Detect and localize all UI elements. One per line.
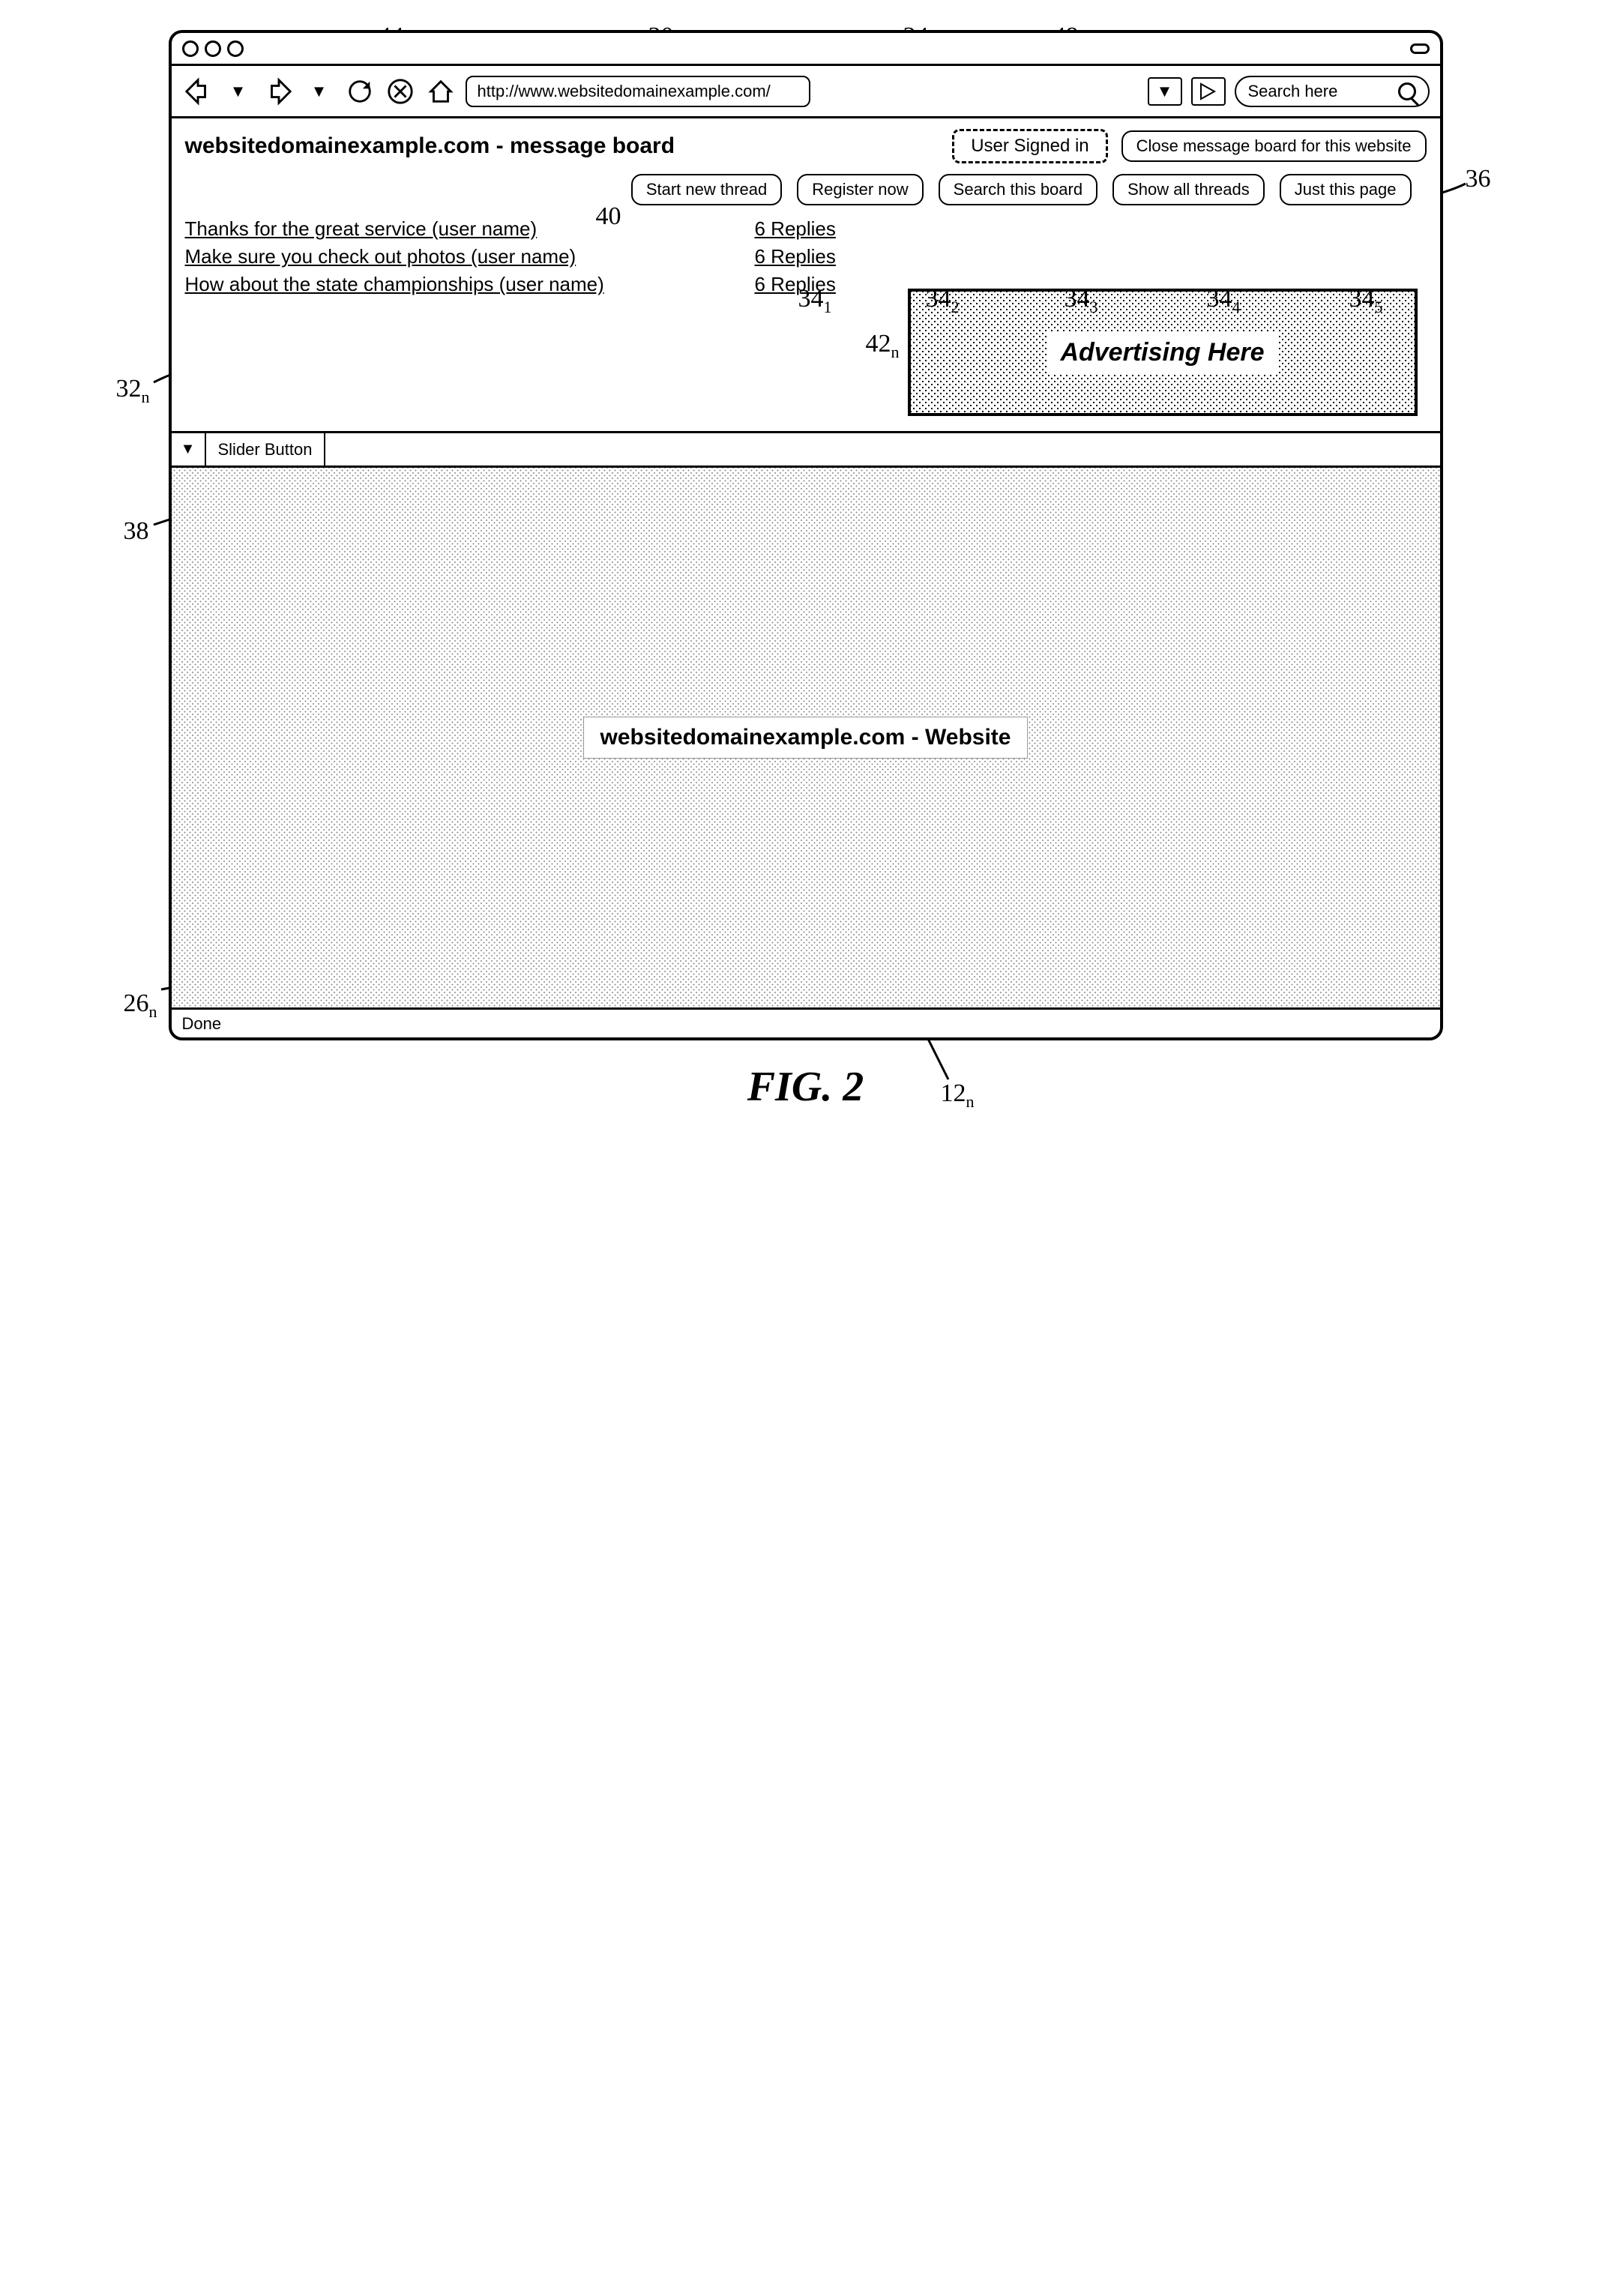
stop-icon[interactable] xyxy=(385,76,416,107)
search-board-button[interactable]: Search this board xyxy=(939,174,1097,205)
ref-40: 40 xyxy=(596,202,621,231)
titlebar-right-icon xyxy=(1410,43,1430,54)
board-title: websitedomainexample.com - message board xyxy=(185,133,675,159)
close-window-icon[interactable] xyxy=(182,40,199,57)
ref-34-4: 344 xyxy=(1207,285,1241,317)
forward-dropdown-icon[interactable]: ▼ xyxy=(304,76,335,107)
url-text: http://www.websitedomainexample.com/ xyxy=(478,82,771,101)
message-board-panel: websitedomainexample.com - message board… xyxy=(172,118,1440,433)
thread-row[interactable]: Thanks for the great service (user name)… xyxy=(185,217,860,241)
ref-34-2: 342 xyxy=(926,285,960,317)
ref-36: 36 xyxy=(1466,165,1491,193)
minimize-window-icon[interactable] xyxy=(205,40,221,57)
toolbar: ▼ ▼ http://www.websitedomainexample.com/… xyxy=(172,66,1440,118)
search-box[interactable]: Search here xyxy=(1235,76,1430,107)
titlebar xyxy=(172,33,1440,66)
thread-row[interactable]: How about the state championships (user … xyxy=(185,273,860,296)
ref-38: 38 xyxy=(124,517,149,546)
show-all-threads-button[interactable]: Show all threads xyxy=(1112,174,1265,205)
register-button[interactable]: Register now xyxy=(797,174,923,205)
window-controls xyxy=(182,40,244,57)
thread-title: Make sure you check out photos (user nam… xyxy=(185,245,732,268)
ref-34-5: 345 xyxy=(1349,285,1383,317)
ref-42n: 42n xyxy=(866,330,900,362)
home-icon[interactable] xyxy=(425,76,457,107)
signed-in-badge: User Signed in xyxy=(952,129,1107,163)
website-label: websitedomainexample.com - Website xyxy=(583,717,1029,759)
thread-row[interactable]: Make sure you check out photos (user nam… xyxy=(185,245,860,268)
search-icon xyxy=(1398,82,1416,100)
slider-button[interactable]: Slider Button xyxy=(206,433,326,465)
toolbar-dropdown-icon[interactable]: ▼ xyxy=(1148,77,1182,106)
thread-replies: 6 Replies xyxy=(755,217,860,241)
board-action-row: Start new thread Register now Search thi… xyxy=(185,174,1427,205)
address-bar[interactable]: http://www.websitedomainexample.com/ xyxy=(466,76,810,107)
ref-32n: 32n xyxy=(116,375,150,407)
thread-list: Thanks for the great service (user name)… xyxy=(185,217,860,296)
start-thread-button[interactable]: Start new thread xyxy=(631,174,782,205)
advertising-block: Advertising Here xyxy=(908,289,1418,416)
status-bar: Done xyxy=(172,1007,1440,1037)
just-this-page-button[interactable]: Just this page xyxy=(1280,174,1412,205)
bookmark-flag-icon[interactable] xyxy=(1191,77,1226,106)
browser-window: ▼ ▼ http://www.websitedomainexample.com/… xyxy=(169,30,1443,1040)
thread-title: How about the state championships (user … xyxy=(185,273,732,296)
status-text: Done xyxy=(182,1014,222,1034)
slider-row: ▼ Slider Button xyxy=(172,433,1440,468)
reload-icon[interactable] xyxy=(344,76,376,107)
forward-icon[interactable] xyxy=(263,76,295,107)
zoom-window-icon[interactable] xyxy=(227,40,244,57)
figure-wrap: 44 30n 34n 48 xyxy=(94,30,1518,1111)
website-region: websitedomainexample.com - Website xyxy=(172,468,1440,1007)
ref-34-3: 343 xyxy=(1065,285,1098,317)
ref-12n: 12n xyxy=(941,1079,975,1112)
slider-arrow-icon[interactable]: ▼ xyxy=(172,433,206,465)
back-dropdown-icon[interactable]: ▼ xyxy=(223,76,254,107)
thread-title: Thanks for the great service (user name) xyxy=(185,217,732,241)
close-board-button[interactable]: Close message board for this website xyxy=(1121,130,1427,162)
back-icon[interactable] xyxy=(182,76,214,107)
thread-replies: 6 Replies xyxy=(755,245,860,268)
ad-label: Advertising Here xyxy=(1047,332,1277,373)
search-placeholder: Search here xyxy=(1248,82,1338,101)
figure-label: FIG. 2 xyxy=(94,1063,1518,1111)
ref-34-1: 341 xyxy=(798,285,832,317)
ref-26n: 26n xyxy=(124,989,157,1022)
